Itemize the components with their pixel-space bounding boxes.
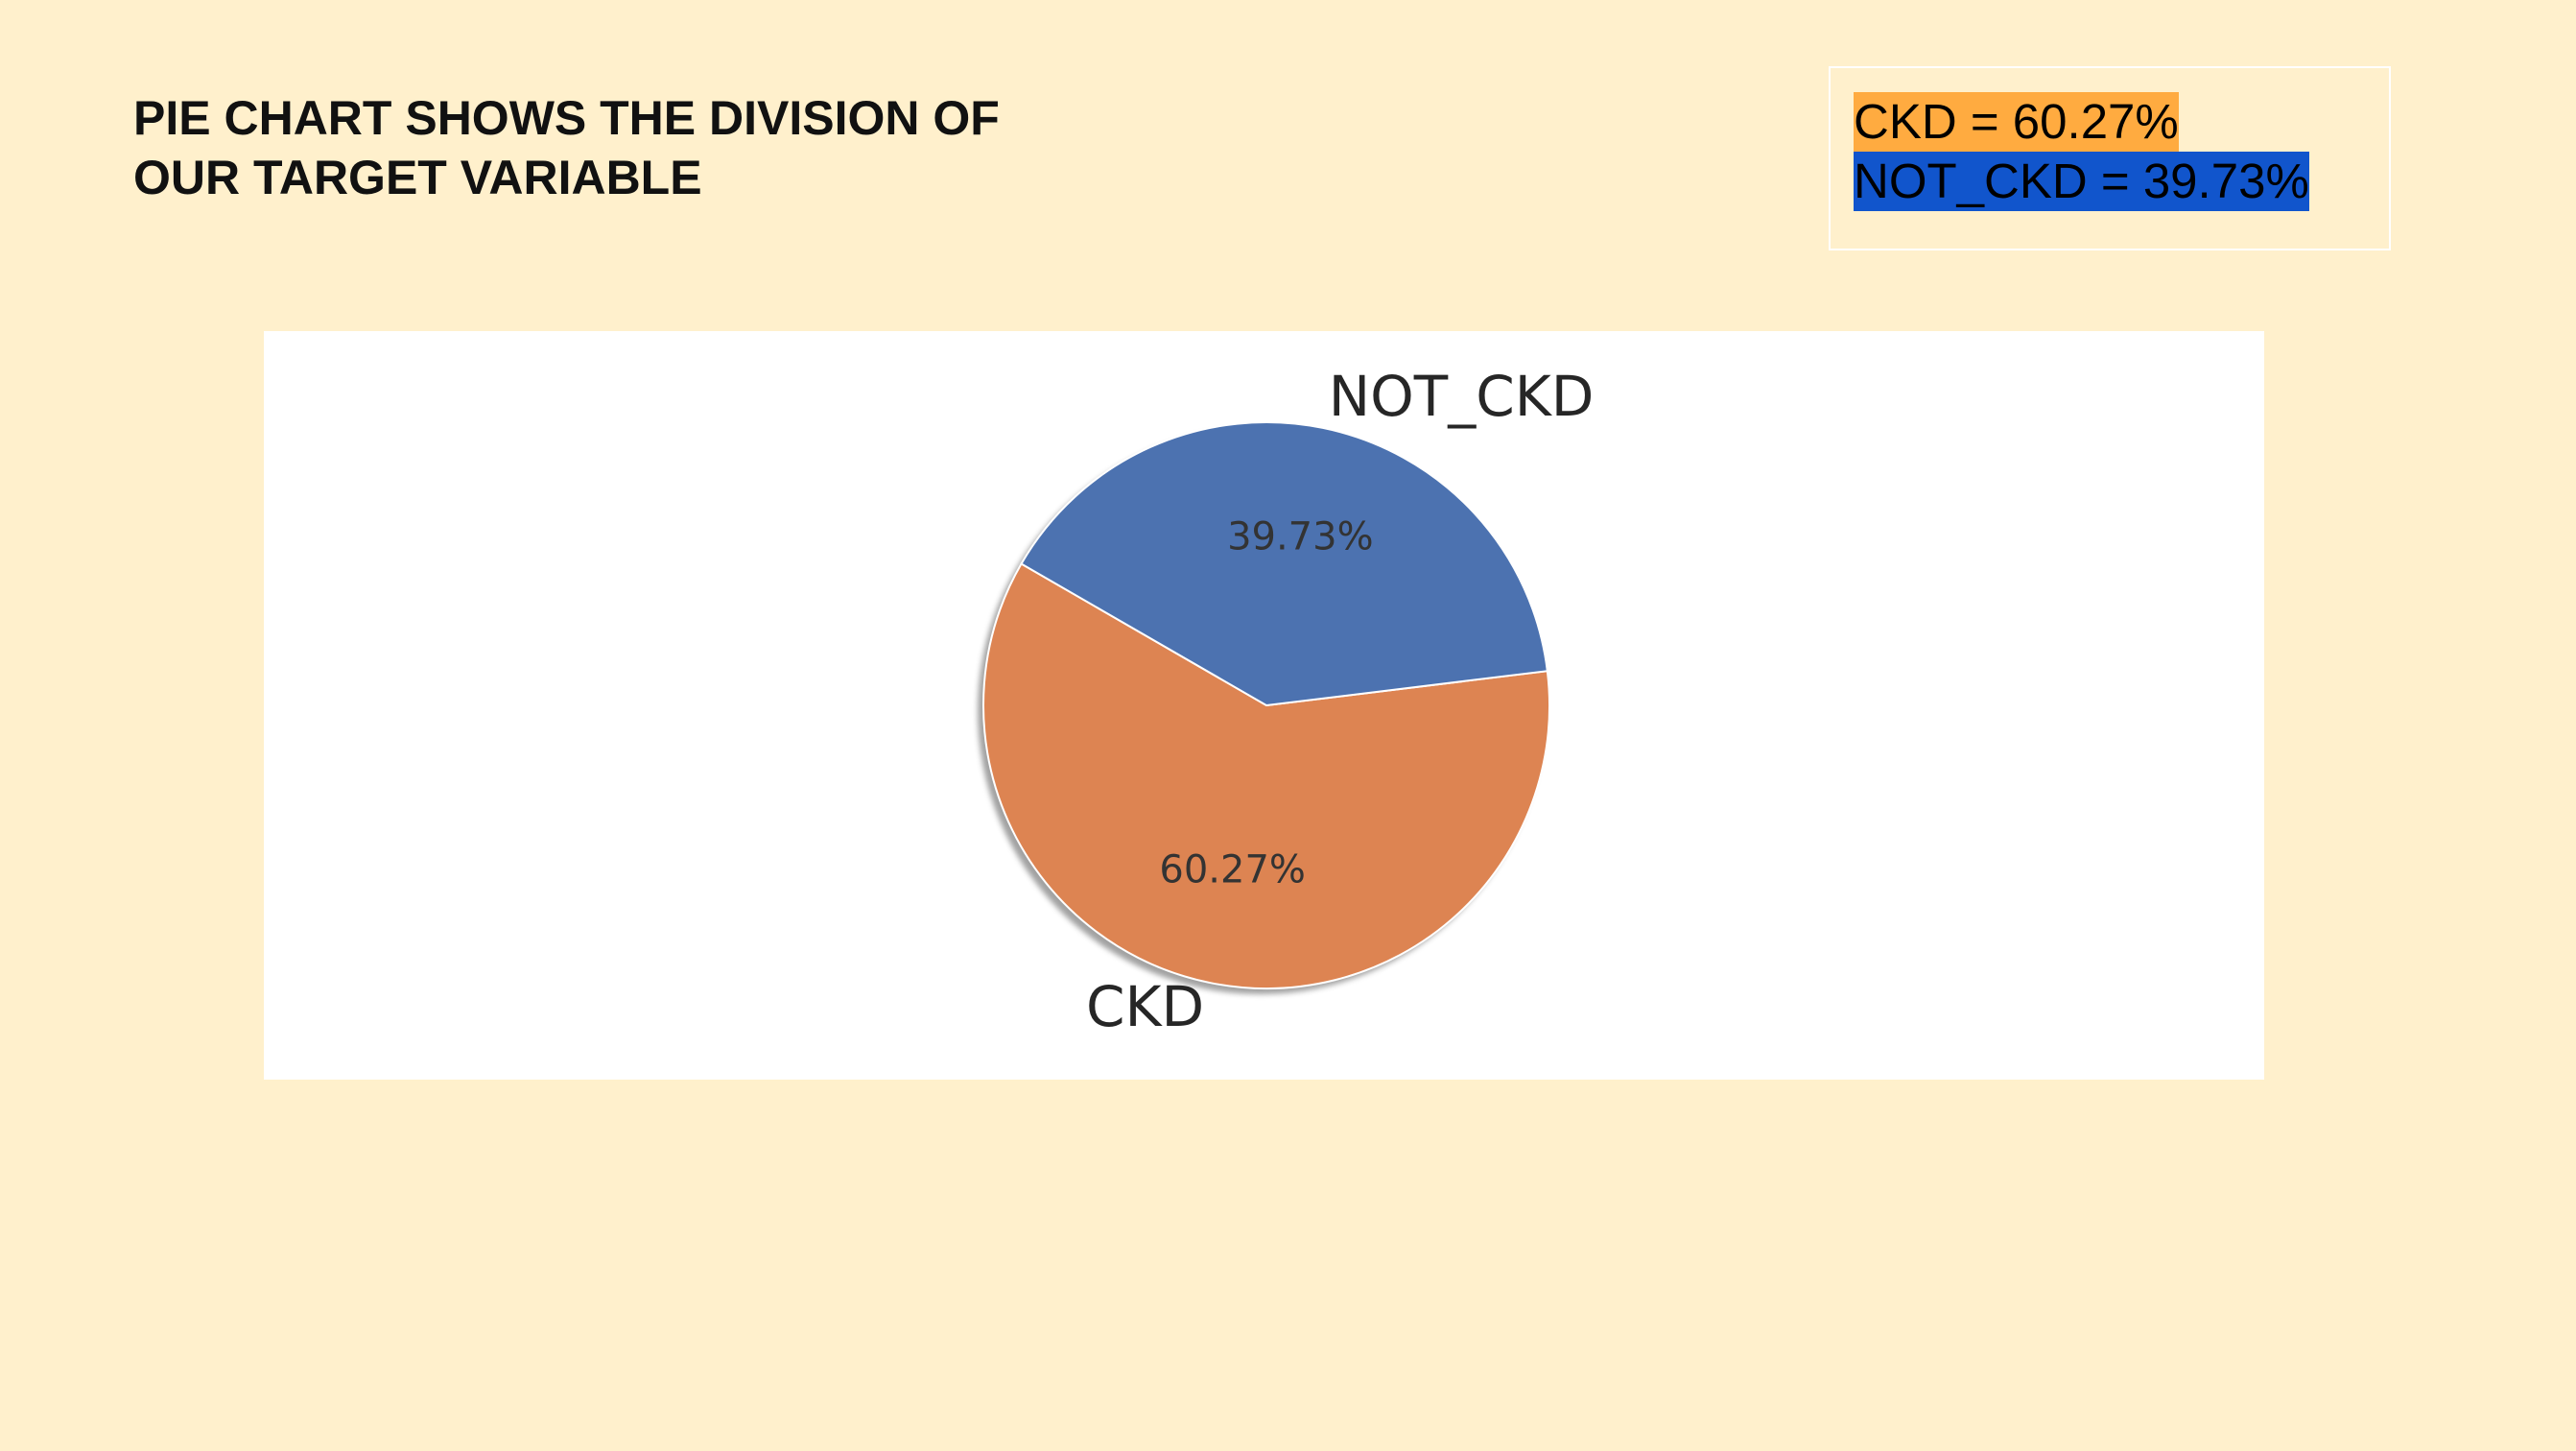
pie-percent-label-not-ckd: 39.73% [1227,515,1374,559]
ckd-percentage-note: CKD = 60.27% [1854,92,2179,152]
slide-title-line-1: PIE CHART SHOWS THE DIVISION OF [133,91,1000,145]
slide-title-line-2: OUR TARGET VARIABLE [133,151,702,204]
not-ckd-percentage-note: NOT_CKD = 39.73% [1854,152,2309,211]
chart-panel: 60.27% CKD 39.73% NOT_CKD [264,331,2264,1080]
pie-slice-ckd [982,562,1550,989]
pie-percent-label-ckd: 60.27% [1159,847,1306,892]
slide-title: PIE CHART SHOWS THE DIVISION OF OUR TARG… [133,88,1093,207]
pie-category-label-ckd: CKD [1086,974,1204,1039]
pie-category-label-not-ckd: NOT_CKD [1329,364,1595,429]
pie-slice-not-ckd [1020,421,1548,707]
pie-chart: 60.27% CKD 39.73% NOT_CKD [978,364,1595,1039]
percentage-note-box: CKD = 60.27% NOT_CKD = 39.73% [1829,66,2391,250]
